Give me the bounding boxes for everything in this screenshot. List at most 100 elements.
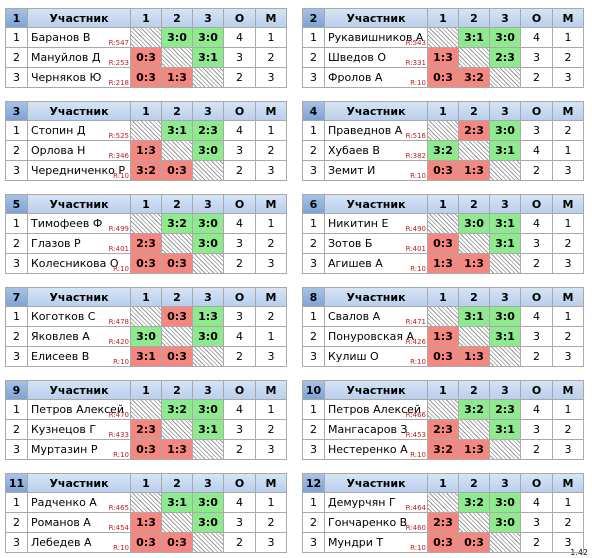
column-header: 1 bbox=[130, 473, 162, 493]
row-number: 1 bbox=[5, 492, 28, 513]
column-header: О bbox=[223, 380, 256, 400]
rating: R:465 bbox=[108, 504, 129, 512]
points: 4 bbox=[520, 140, 553, 161]
self-cell bbox=[130, 306, 162, 327]
score-cell: 2:3 bbox=[489, 47, 521, 68]
score-cell: 1:3 bbox=[192, 306, 224, 327]
player-name: Понуровская А R:426 bbox=[324, 326, 428, 347]
rating: R:346 bbox=[108, 152, 129, 160]
column-header: О bbox=[520, 101, 553, 121]
column-header: 3 bbox=[192, 101, 224, 121]
group-number: 2 bbox=[302, 8, 325, 28]
self-cell bbox=[130, 399, 162, 420]
column-header: Участник bbox=[324, 380, 428, 400]
place: 3 bbox=[255, 67, 287, 88]
column-header: 2 bbox=[161, 380, 193, 400]
score-cell: 3:1 bbox=[489, 326, 521, 347]
player-name: Романов А R:454 bbox=[27, 512, 131, 533]
place: 2 bbox=[552, 326, 584, 347]
column-header: М bbox=[255, 101, 287, 121]
row-number: 1 bbox=[5, 27, 28, 48]
group-number: 6 bbox=[302, 194, 325, 214]
player-name: Шведов О R:331 bbox=[324, 47, 428, 68]
column-header: Участник bbox=[27, 101, 131, 121]
rating: R:478 bbox=[108, 318, 129, 326]
row-number: 2 bbox=[5, 47, 28, 68]
score-cell: 1:3 bbox=[427, 253, 459, 274]
rating: R:516 bbox=[405, 132, 426, 140]
player-name: Петров Алексей R:466 bbox=[324, 399, 428, 420]
place: 3 bbox=[552, 253, 584, 274]
place: 2 bbox=[552, 419, 584, 440]
player-name: Елисеев В R:10 bbox=[27, 346, 131, 367]
place: 2 bbox=[552, 47, 584, 68]
score-cell: 2:3 bbox=[427, 512, 459, 533]
place: 3 bbox=[552, 160, 584, 181]
group-number: 5 bbox=[5, 194, 28, 214]
place: 1 bbox=[552, 492, 584, 513]
player-name: Мануйлов Д R:253 bbox=[27, 47, 131, 68]
column-header: 3 bbox=[489, 287, 521, 307]
score-cell: 3:2 bbox=[161, 213, 193, 234]
points: 4 bbox=[520, 399, 553, 420]
place: 3 bbox=[255, 346, 287, 367]
column-header: М bbox=[552, 8, 584, 28]
row-number: 1 bbox=[5, 306, 28, 327]
score-cell: 0:3 bbox=[161, 346, 193, 367]
score-cell: 3:0 bbox=[489, 306, 521, 327]
self-cell bbox=[489, 67, 521, 88]
rating: R:10 bbox=[113, 358, 129, 366]
row-number: 2 bbox=[302, 512, 325, 533]
score-cell: 2:3 bbox=[427, 419, 459, 440]
self-cell bbox=[489, 439, 521, 460]
column-header: 2 bbox=[161, 8, 193, 28]
player-name: Зотов Б R:401 bbox=[324, 233, 428, 254]
column-header: 2 bbox=[458, 380, 490, 400]
self-cell bbox=[161, 419, 193, 440]
player-name: Свалов А R:471 bbox=[324, 306, 428, 327]
row-number: 3 bbox=[302, 67, 325, 88]
points: 2 bbox=[520, 160, 553, 181]
player-name: Глазов Р R:401 bbox=[27, 233, 131, 254]
score-cell: 3:1 bbox=[192, 419, 224, 440]
score-cell: 3:1 bbox=[192, 47, 224, 68]
rating: R:525 bbox=[108, 132, 129, 140]
score-cell: 3:0 bbox=[458, 213, 490, 234]
score-cell: 3:1 bbox=[161, 120, 193, 141]
score-cell: 3:2 bbox=[458, 492, 490, 513]
column-header: 3 bbox=[192, 194, 224, 214]
column-header: О bbox=[223, 8, 256, 28]
row-number: 3 bbox=[5, 160, 28, 181]
score-cell: 0:3 bbox=[161, 160, 193, 181]
score-cell: 3:0 bbox=[192, 399, 224, 420]
score-cell: 3:0 bbox=[489, 492, 521, 513]
row-number: 3 bbox=[5, 439, 28, 460]
points: 3 bbox=[520, 47, 553, 68]
place: 1 bbox=[552, 27, 584, 48]
column-header: 2 bbox=[161, 287, 193, 307]
score-cell: 1:3 bbox=[130, 140, 162, 161]
row-number: 2 bbox=[5, 326, 28, 347]
score-cell: 3:2 bbox=[458, 67, 490, 88]
score-cell: 0:3 bbox=[130, 532, 162, 553]
column-header: О bbox=[223, 473, 256, 493]
column-header: 3 bbox=[192, 287, 224, 307]
row-number: 3 bbox=[302, 253, 325, 274]
place: 2 bbox=[255, 47, 287, 68]
place: 3 bbox=[255, 439, 287, 460]
rating: R:460 bbox=[405, 524, 426, 532]
row-number: 1 bbox=[302, 492, 325, 513]
points: 4 bbox=[223, 326, 256, 347]
player-name: Баранов В R:547 bbox=[27, 27, 131, 48]
row-number: 2 bbox=[5, 233, 28, 254]
row-number: 1 bbox=[5, 399, 28, 420]
column-header: 1 bbox=[427, 8, 459, 28]
self-cell bbox=[192, 253, 224, 274]
score-cell: 2:3 bbox=[458, 120, 490, 141]
row-number: 3 bbox=[5, 532, 28, 553]
self-cell bbox=[489, 160, 521, 181]
points: 2 bbox=[223, 160, 256, 181]
place: 1 bbox=[255, 492, 287, 513]
row-number: 3 bbox=[302, 439, 325, 460]
player-name: Колесникова О R:10 bbox=[27, 253, 131, 274]
